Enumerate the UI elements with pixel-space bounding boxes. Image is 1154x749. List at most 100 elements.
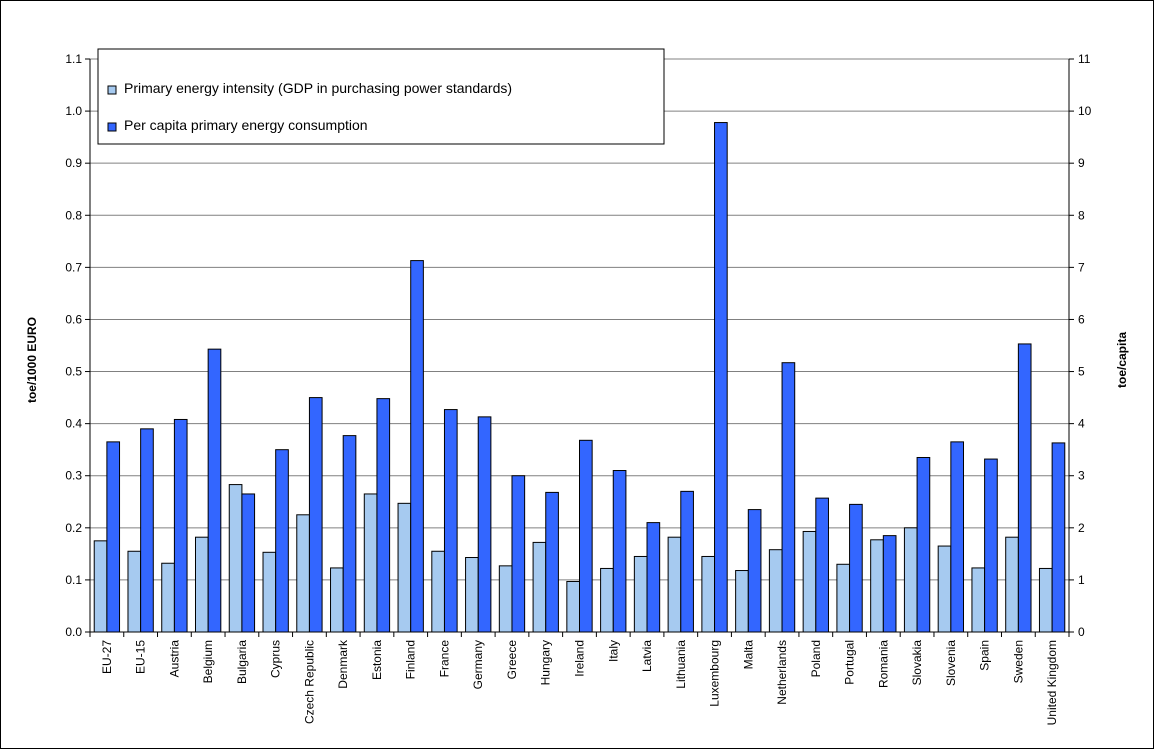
bar-per-capita-france	[443, 409, 458, 633]
bar-per-capita-greece	[511, 475, 526, 633]
bar-intensity-france	[431, 550, 445, 633]
bar-per-capita-finland	[410, 260, 424, 633]
y2-tick-label: 5	[1078, 365, 1085, 379]
bar-intensity-finland	[397, 502, 412, 633]
y-tick-label: 0.4	[65, 417, 82, 431]
bar-per-capita-hungary	[545, 491, 559, 633]
y-axis-title: toe/1000 EURO	[25, 317, 39, 403]
bar-intensity-belgium	[194, 536, 209, 633]
bar-per-capita-czech-republic	[308, 397, 323, 633]
x-tick-label: Spain	[978, 640, 992, 671]
bar-intensity-hungary	[532, 541, 547, 633]
bar-intensity-slovenia	[937, 545, 952, 633]
bar-intensity-italy	[600, 567, 614, 633]
bars	[93, 122, 1066, 633]
bar-per-capita-estonia	[376, 398, 391, 633]
bar-per-capita-slovakia	[916, 456, 931, 633]
bar-intensity-eu-27	[93, 540, 108, 633]
y2-tick-label: 8	[1078, 208, 1085, 222]
y2-tick-label: 2	[1078, 521, 1085, 535]
bar-intensity-portugal	[836, 563, 851, 633]
x-tick-label: Romania	[876, 640, 890, 688]
x-tick-label: Greece	[505, 640, 519, 680]
y2-tick-label: 11	[1078, 52, 1091, 66]
axes: 0.0 0.1 0.2 0.3 0.4 0.5 0.6 0.7 0.8 0.9 1.0 1.1 0 1 2 3…	[65, 52, 1091, 725]
y-tick-label: 0.0	[65, 625, 82, 639]
bar-per-capita-slovenia	[950, 441, 965, 633]
x-tick-label: United Kingdom	[1045, 640, 1059, 725]
bar-per-capita-belgium	[207, 348, 222, 633]
y-tick-label: 0.5	[65, 365, 82, 379]
bar-intensity-cyprus	[262, 551, 277, 633]
bar-per-capita-latvia	[646, 522, 661, 633]
x-tick-label: Sweden	[1011, 640, 1025, 683]
x-tick-label: Czech Republic	[302, 640, 316, 724]
bar-per-capita-luxembourg	[714, 122, 728, 633]
bar-intensity-germany	[465, 557, 479, 633]
bar-intensity-spain	[971, 567, 986, 633]
x-tick-label: Italy	[606, 640, 620, 662]
x-tick-label: Finland	[404, 640, 418, 679]
legend-box	[97, 48, 665, 145]
x-tick-label: EU-27	[100, 640, 114, 674]
y2-tick-label: 6	[1078, 312, 1085, 326]
bar-intensity-greece	[498, 565, 513, 633]
bar-per-capita-cyprus	[275, 449, 289, 633]
x-tick-label: Cyprus	[269, 640, 283, 678]
bar-per-capita-italy	[612, 470, 627, 633]
bar-per-capita-poland	[815, 497, 829, 633]
x-tick-label: Austria	[167, 640, 181, 678]
y2-tick-label: 9	[1078, 156, 1085, 170]
bar-per-capita-denmark	[342, 435, 357, 633]
legend-label-per-capita: Per capita primary energy consumption	[124, 117, 368, 133]
bar-per-capita-united-kingdom	[1051, 442, 1066, 633]
y-tick-label: 0.2	[65, 521, 82, 535]
bar-per-capita-lithuania	[680, 490, 694, 633]
y-tick-label: 0.1	[65, 573, 82, 587]
y2-tick-label: 4	[1078, 417, 1085, 431]
legend-label-intensity: Primary energy intensity (GDP in purchas…	[124, 80, 512, 96]
x-tick-label: Slovakia	[910, 640, 924, 686]
y-tick-label: 0.9	[65, 156, 82, 170]
x-tick-label: Latvia	[640, 640, 654, 672]
x-tick-label: Netherlands	[775, 640, 789, 705]
bar-per-capita-malta	[747, 509, 762, 633]
x-tick-label: Germany	[471, 640, 485, 689]
bar-intensity-united-kingdom	[1038, 567, 1053, 633]
bar-intensity-luxembourg	[701, 555, 716, 633]
x-tick-label: Lithuania	[674, 640, 688, 689]
x-tick-label: Estonia	[370, 640, 384, 680]
bar-per-capita-netherlands	[781, 362, 796, 633]
bar-intensity-slovakia	[903, 527, 918, 633]
legend-swatch-intensity	[107, 85, 117, 95]
bar-per-capita-romania	[882, 535, 897, 633]
y-tick-label: 0.8	[65, 208, 82, 222]
bar-per-capita-eu-15	[140, 428, 154, 633]
x-tick-label: Poland	[809, 640, 823, 677]
legend-swatch-per-capita	[107, 122, 117, 132]
x-tick-label: Slovenia	[944, 640, 958, 686]
bar-intensity-malta	[735, 570, 749, 633]
bar-intensity-poland	[802, 530, 817, 633]
x-tick-label: Luxembourg	[708, 640, 722, 707]
bar-intensity-romania	[870, 539, 884, 633]
y-tick-label: 0.3	[65, 469, 82, 483]
x-tick-label: Hungary	[539, 640, 553, 685]
bar-per-capita-spain	[984, 458, 998, 633]
bar-intensity-lithuania	[667, 536, 682, 633]
bar-intensity-bulgaria	[228, 484, 243, 633]
bar-per-capita-ireland	[579, 439, 593, 633]
bar-per-capita-sweden	[1017, 343, 1032, 633]
x-tick-label: France	[437, 640, 451, 678]
y2-tick-label: 1	[1078, 573, 1085, 587]
bar-intensity-denmark	[330, 567, 344, 633]
y2-tick-label: 10	[1078, 104, 1092, 118]
y-tick-label: 1.1	[65, 52, 82, 66]
x-tick-label: Belgium	[201, 640, 215, 683]
x-tick-label: Denmark	[336, 639, 350, 689]
y2-tick-label: 7	[1078, 260, 1085, 274]
bar-per-capita-germany	[477, 416, 492, 633]
x-tick-label: Bulgaria	[235, 640, 249, 684]
legend: Primary energy intensity (GDP in purchas…	[97, 48, 665, 145]
